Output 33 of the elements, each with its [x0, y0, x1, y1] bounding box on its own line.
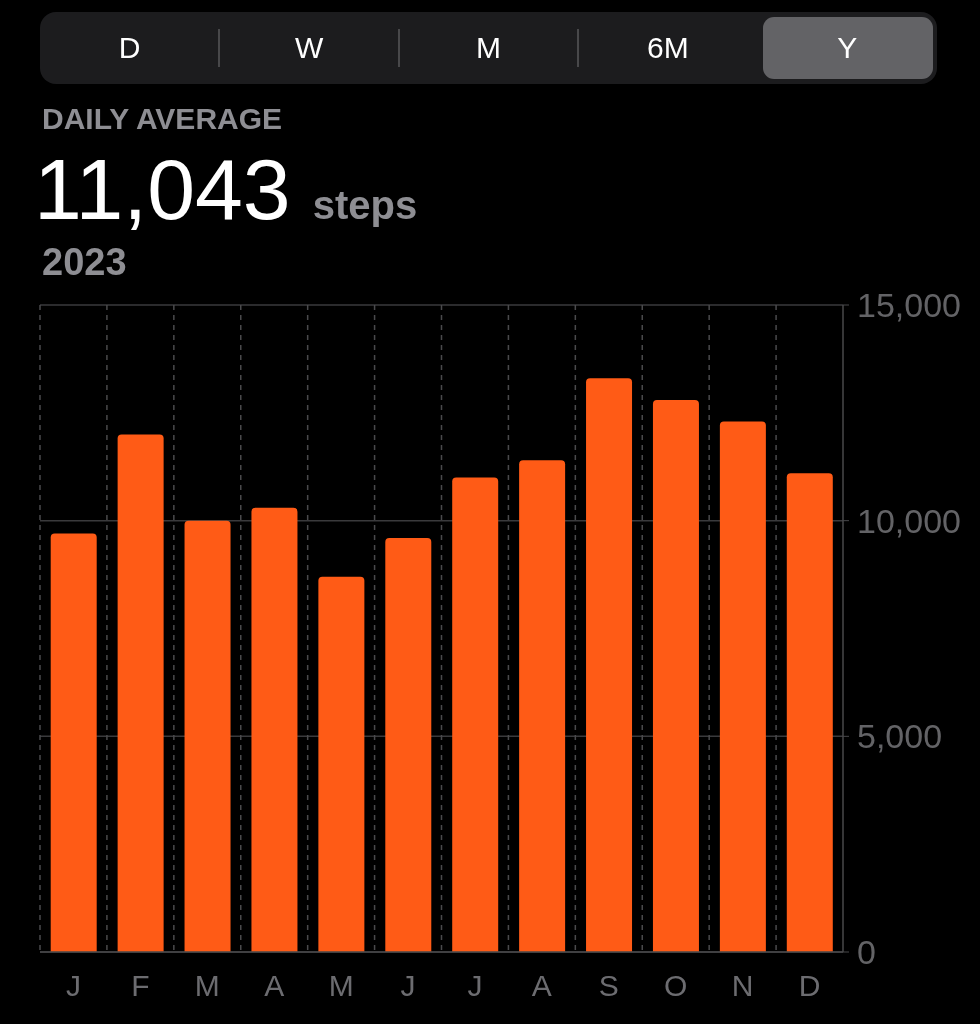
- bar: [719, 421, 766, 952]
- bar: [519, 460, 566, 952]
- bar: [385, 537, 432, 952]
- chart-subtitle: 2023: [42, 241, 127, 283]
- bar: [586, 378, 633, 952]
- x-tick-label: N: [731, 968, 754, 1002]
- segmented-control: D W M 6M Y: [40, 12, 937, 84]
- bar: [117, 434, 164, 952]
- bar: [318, 576, 365, 952]
- y-tick-label: 0: [857, 933, 876, 971]
- bar: [652, 399, 699, 952]
- text: 11,043: [34, 141, 291, 237]
- bar: [251, 507, 298, 952]
- y-tick-label: 10,000: [857, 501, 961, 540]
- x-tick-label: D: [798, 968, 821, 1002]
- y-tick-label: 5,000: [857, 717, 943, 756]
- bar: [50, 533, 97, 952]
- bar: [786, 473, 833, 952]
- x-tick-label: S: [598, 968, 619, 1002]
- x-tick-label: A: [264, 968, 285, 1002]
- bar: [452, 477, 499, 952]
- x-tick-label: J: [467, 968, 483, 1002]
- x-tick-label: O: [664, 968, 688, 1002]
- chart-title: DAILY AVERAGE: [42, 102, 283, 135]
- x-tick-label: F: [131, 968, 150, 1002]
- x-tick-label: J: [65, 968, 81, 1002]
- x-tick-label: A: [531, 968, 552, 1002]
- bar: [184, 520, 231, 952]
- text: steps: [312, 183, 418, 227]
- x-tick-label: M: [328, 968, 354, 1002]
- x-tick-label: J: [400, 968, 416, 1002]
- y-tick-label: 15,000: [857, 286, 961, 324]
- x-tick-label: M: [194, 968, 220, 1002]
